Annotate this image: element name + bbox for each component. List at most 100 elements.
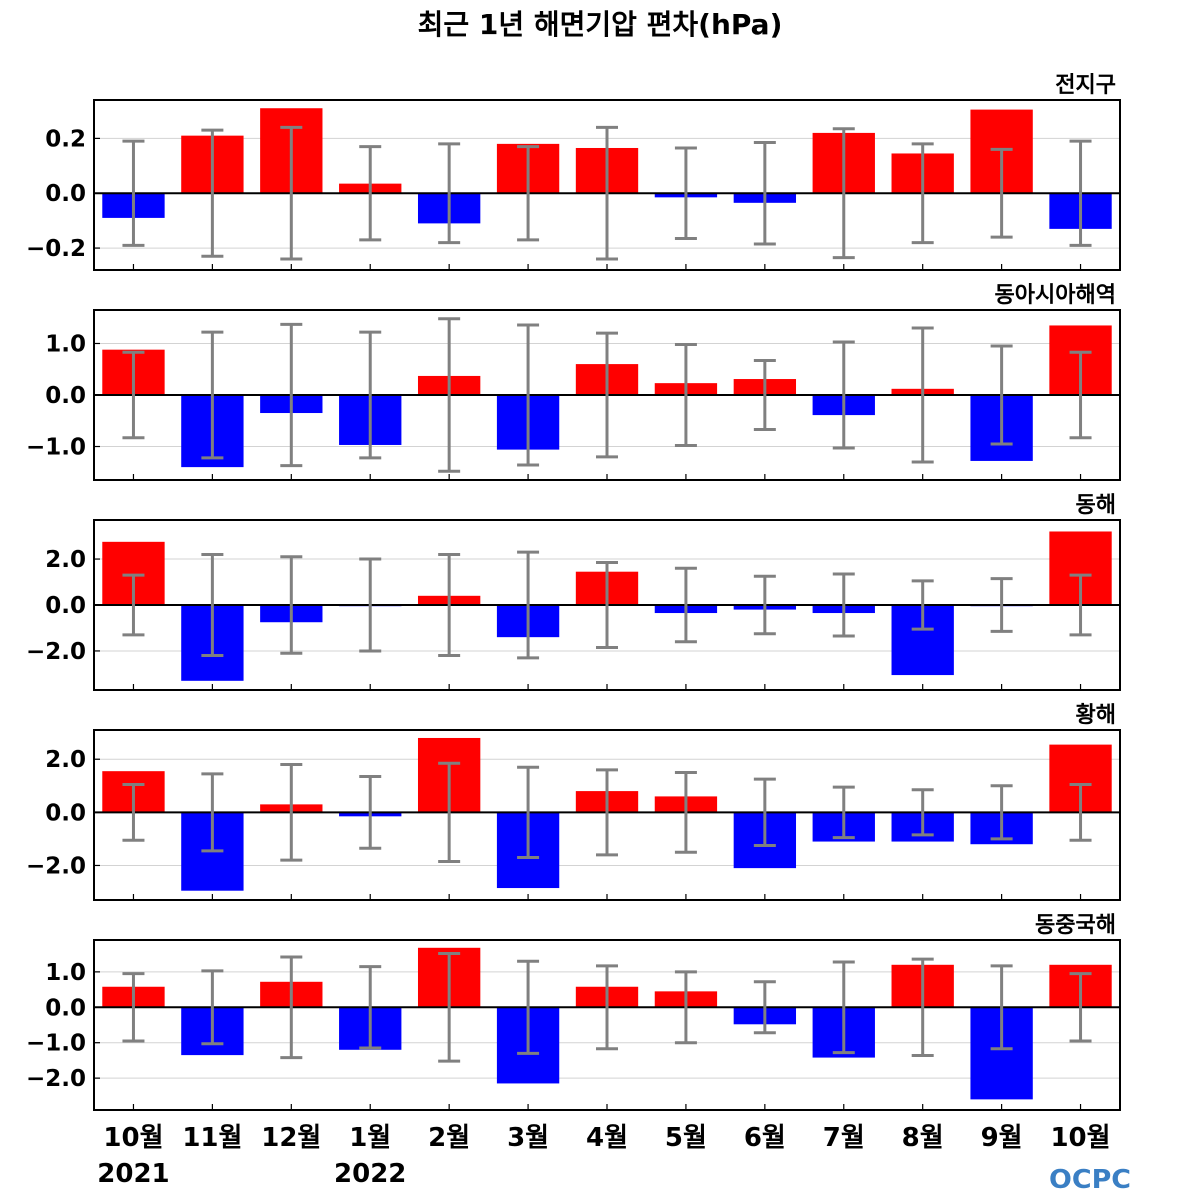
x-tick-label: 12월 [261,1123,321,1153]
x-tick-label: 8월 [902,1123,944,1153]
panel-0: 전지구 −0.2 0.0 0.2 [26,73,1121,271]
error-bar [753,980,776,1035]
y-tick-label: 1.0 [45,331,86,357]
error-bar [596,331,618,459]
error-bar [122,972,145,1043]
error-bar [753,777,776,848]
panel-label: 전지구 [1055,73,1116,98]
x-tick-label: 7월 [823,1123,865,1153]
error-bar [911,957,934,1057]
error-bar [753,141,776,246]
panel-frame [93,519,1121,691]
logo-text: OCPC [1049,1165,1131,1195]
panel-frame [93,939,1121,1111]
x-tick-label: 9월 [981,1123,1023,1153]
panel-4: 동중국해 −2.0 −1.0 0.0 1.0 [26,913,1121,1111]
ocpc-logo: OCPC [1049,1165,1131,1195]
error-bar [517,765,540,859]
chart-title: 최근 1년 해면기압 편차(hPa) [418,8,783,41]
error-bar [596,125,618,261]
x-tick-label: 6월 [744,1123,786,1153]
error-bar [122,139,145,247]
error-bar [753,574,776,636]
panel-1: 동아시아해역 −1.0 0.0 1.0 [26,283,1121,481]
y-tick-label: −1.0 [26,1031,86,1057]
error-bar [517,145,540,242]
error-bar [990,964,1013,1051]
error-bar [438,951,461,1063]
panel-frame [93,729,1121,901]
error-bar [911,142,934,245]
error-bar [832,785,855,840]
error-bar [517,550,540,660]
error-bar [990,784,1013,841]
error-bar [832,127,855,260]
error-bar [596,768,618,857]
y-tick-label: −2.0 [26,1066,86,1092]
panel-3: 황해 −2.0 0.0 2.0 [26,703,1121,901]
y-tick-label: 2.0 [45,547,86,573]
y-tick-label: 0.0 [45,383,86,409]
y-tick-label: −0.2 [26,236,86,262]
y-tick-label: −2.0 [26,853,86,879]
error-bar [517,959,540,1055]
error-bar [674,970,697,1045]
panel-frame [93,99,1121,271]
y-tick-label: 0.2 [45,126,86,152]
error-bar [201,128,224,258]
y-tick-label: −1.0 [26,435,86,461]
error-bar [359,774,382,850]
error-bar [674,343,697,447]
error-bar [280,125,303,261]
error-bar [517,323,540,467]
panel-label: 동해 [1076,493,1116,518]
error-bar [596,964,618,1051]
error-bar [674,771,697,854]
error-bar [911,326,934,464]
error-bar [1069,350,1092,440]
error-bar [359,557,382,653]
x-tick-label: 2월 [428,1123,470,1153]
error-bar [911,579,934,631]
x-tick-label: 1월 [349,1123,391,1153]
x-tick-label: 3월 [507,1123,549,1153]
x-axis-labels: 10월 11월 12월 1월 2월 3월 4월 5월 6월 7월 8월 9월 10월 2021 2022 [97,1123,1110,1189]
error-bar [674,566,697,644]
error-bar [280,955,303,1060]
x-tick-label: 10월 [103,1123,163,1153]
error-bar [596,561,618,649]
error-bar [438,761,461,863]
error-bar [832,340,855,450]
error-bar [1069,782,1092,842]
error-bar [438,317,461,473]
panel-frame [93,309,1121,481]
error-bar [990,147,1013,239]
error-bar [911,788,934,837]
y-tick-label: −2.0 [26,639,86,665]
error-bar [1069,139,1092,247]
error-bar [832,572,855,638]
panel-label: 동아시아해역 [995,283,1116,308]
error-bar [753,358,776,432]
error-bar [122,782,145,842]
error-bar [280,322,303,468]
y-tick-label: 0.0 [45,800,86,826]
y-tick-label: 0.0 [45,181,86,207]
y-tick-label: 0.0 [45,593,86,619]
error-bar [438,142,461,245]
year-label: 2022 [334,1159,406,1189]
x-tick-label: 10월 [1050,1123,1110,1153]
error-bar [201,969,224,1046]
x-tick-label: 5월 [665,1123,707,1153]
error-bar [122,350,145,440]
error-bar [1069,972,1092,1043]
error-bar [201,772,224,853]
error-bar [280,763,303,862]
error-bar [280,555,303,655]
y-tick-label: 0.0 [45,995,86,1021]
y-tick-label: 1.0 [45,960,86,986]
error-bar [122,573,145,637]
error-bar [1069,573,1092,637]
error-bar [674,146,697,240]
